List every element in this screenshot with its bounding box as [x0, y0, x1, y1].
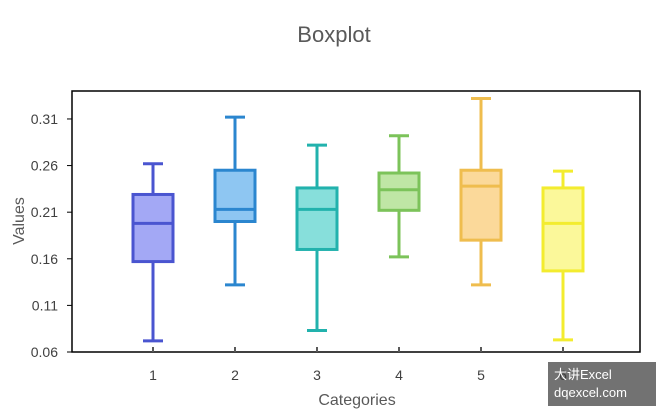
- y-axis-title: Values: [11, 197, 28, 245]
- watermark-line-2: dqexcel.com: [554, 385, 627, 400]
- iqr-box: [459, 168, 503, 242]
- x-tick-label: 1: [149, 367, 157, 383]
- y-tick-label: 0.06: [31, 344, 58, 360]
- x-tick-label: 3: [313, 367, 321, 383]
- iqr-box: [295, 186, 339, 251]
- box-5: [459, 96, 503, 287]
- box-3: [295, 143, 339, 333]
- y-tick-label: 0.16: [31, 251, 58, 267]
- x-tick-label: 2: [231, 367, 239, 383]
- box-2: [213, 115, 257, 287]
- box-series: [131, 96, 585, 343]
- iqr-box: [131, 192, 175, 264]
- y-axis-ticks: 0.06 0.11 0.16 0.21 0.26 0.31: [31, 111, 72, 360]
- x-tick-label: 4: [395, 367, 403, 383]
- y-tick-label: 0.11: [32, 297, 58, 313]
- chart-title: Boxplot: [297, 22, 370, 47]
- iqr-box: [541, 186, 585, 273]
- x-tick-label: 5: [477, 367, 485, 383]
- box-1: [131, 162, 175, 343]
- iqr-box: [377, 171, 421, 212]
- x-axis-title: Categories: [318, 392, 395, 409]
- y-tick-label: 0.26: [31, 158, 58, 174]
- watermark-line-1: 大讲Excel: [554, 367, 612, 382]
- box-4: [377, 134, 421, 259]
- y-tick-label: 0.21: [31, 204, 58, 220]
- plot-frame: [71, 90, 641, 353]
- box-6: [541, 169, 585, 342]
- iqr-box: [213, 168, 257, 224]
- y-tick-label: 0.31: [31, 111, 58, 127]
- watermark: 大讲Excel dqexcel.com: [548, 362, 656, 406]
